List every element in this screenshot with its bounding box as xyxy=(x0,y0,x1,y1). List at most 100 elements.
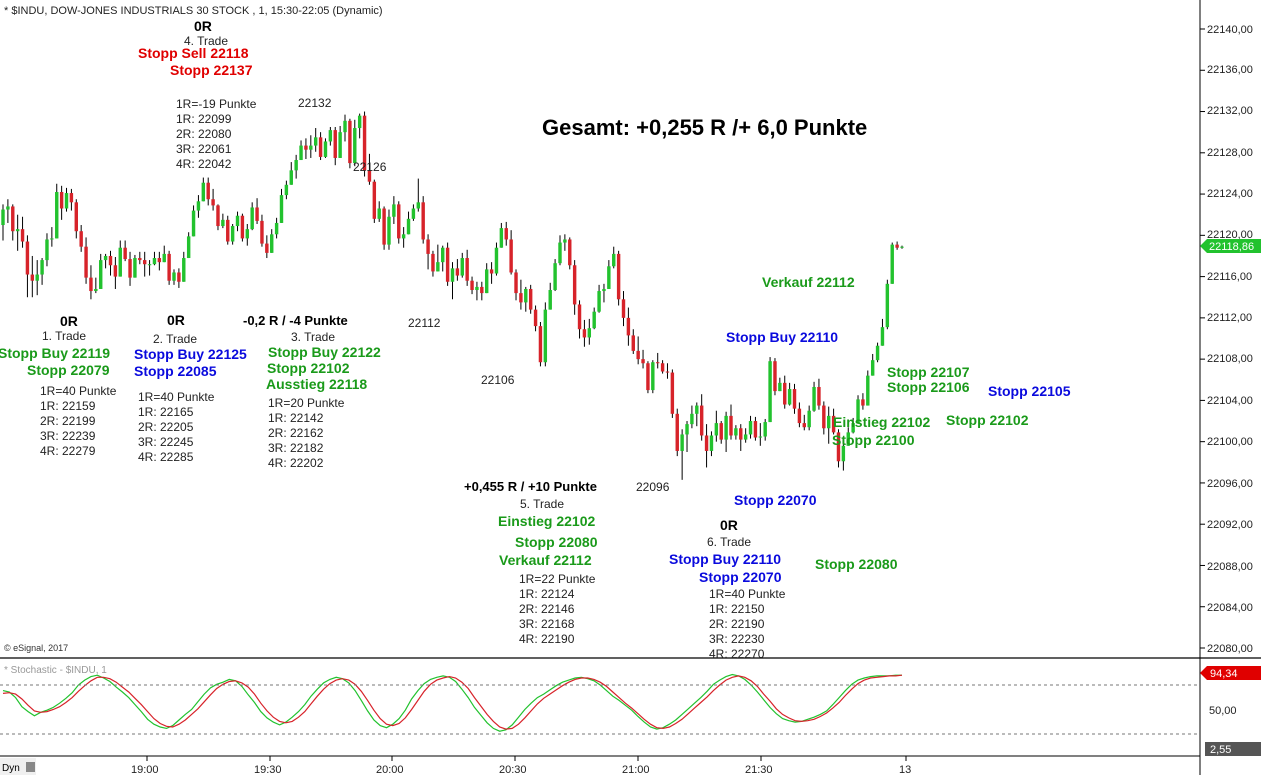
candle-body xyxy=(519,293,523,303)
verkauf-label: Verkauf 22112 xyxy=(762,274,855,290)
stop-label: Stopp 22137 xyxy=(170,62,253,78)
candle xyxy=(631,329,635,354)
candle xyxy=(758,423,763,446)
candle xyxy=(50,227,54,247)
price-label: 22100,00 xyxy=(1207,436,1253,448)
trade-row: 1R: 22150 xyxy=(709,602,765,616)
candle xyxy=(543,302,548,367)
candle-body xyxy=(856,399,860,424)
candle xyxy=(724,411,728,452)
candle xyxy=(802,414,806,431)
candle-body xyxy=(787,389,792,405)
candle xyxy=(582,319,587,347)
trade-name: 5. Trade xyxy=(520,497,564,511)
candle-body xyxy=(387,216,391,245)
candle xyxy=(568,237,572,270)
chart-title: * $INDU, DOW-JONES INDUSTRIALS 30 STOCK … xyxy=(4,5,383,17)
candle xyxy=(59,185,64,220)
time-axis: 19:00 19:30 20:00 20:30 21:00 21:30 13 xyxy=(131,764,911,776)
candle xyxy=(880,318,885,346)
candle xyxy=(875,342,880,363)
candle xyxy=(240,213,245,242)
price-mark: 22096 xyxy=(636,480,670,494)
candle-body xyxy=(284,184,289,196)
candle-body xyxy=(636,350,640,360)
candle-body xyxy=(846,432,850,446)
dyn-label: Dyn xyxy=(2,763,20,774)
candle-body xyxy=(20,229,25,242)
stop-label: Stopp 22107 xyxy=(887,364,970,380)
candle xyxy=(20,216,25,248)
candle-body xyxy=(690,413,694,425)
price-label: 22140,00 xyxy=(1207,24,1253,36)
candle-body xyxy=(64,193,69,209)
candle xyxy=(309,135,313,158)
candle xyxy=(484,263,489,294)
candle xyxy=(685,421,689,452)
candle-body xyxy=(436,262,440,272)
price-label: 22116,00 xyxy=(1207,271,1252,283)
trade-result: +0,455 R / +10 Punkte xyxy=(464,479,597,494)
stop-label: Stopp 22080 xyxy=(515,534,598,550)
candle-body xyxy=(460,258,464,276)
dyn-toggle-icon[interactable] xyxy=(26,762,35,772)
candle xyxy=(103,253,108,269)
candle xyxy=(524,286,528,312)
price-label: 22120,00 xyxy=(1207,229,1253,241)
candle xyxy=(827,406,831,444)
candle xyxy=(797,402,802,428)
candle xyxy=(734,425,738,440)
candle-body xyxy=(568,239,572,266)
candle xyxy=(841,439,846,471)
candle-body xyxy=(895,244,899,248)
candle xyxy=(318,132,323,161)
candle-body xyxy=(426,239,430,254)
candle xyxy=(763,418,767,441)
candle-body xyxy=(113,265,118,277)
candle-body xyxy=(333,130,337,158)
candle-body xyxy=(206,182,210,200)
candle xyxy=(753,416,758,441)
stop-label: Stopp 22085 xyxy=(134,363,217,379)
candle xyxy=(128,251,132,286)
candle xyxy=(460,252,464,278)
candle xyxy=(743,428,748,443)
candle xyxy=(597,284,601,313)
candle xyxy=(783,375,787,409)
candle-body xyxy=(221,219,225,227)
candle xyxy=(450,262,455,300)
candle xyxy=(230,223,235,245)
candle-body xyxy=(626,317,631,336)
candle xyxy=(55,183,59,239)
candle-body xyxy=(704,435,709,451)
candle xyxy=(99,253,103,289)
candle xyxy=(123,240,127,262)
candle xyxy=(856,395,860,424)
candle-body xyxy=(665,371,670,373)
candle-body xyxy=(147,264,152,266)
price-axis: 22140,00 22136,00 22132,00 22128,00 2212… xyxy=(1207,24,1253,655)
trade-row: 4R: 22190 xyxy=(519,632,575,646)
stoch-d-value: 2,55 xyxy=(1210,744,1231,756)
trade-row: 3R: 22230 xyxy=(709,632,765,646)
trade-row: 3R: 22245 xyxy=(138,435,194,449)
candle-body xyxy=(475,286,479,291)
candle-body xyxy=(817,386,821,406)
candle xyxy=(397,201,401,244)
candle-body xyxy=(142,260,147,265)
candle xyxy=(142,251,147,277)
candle xyxy=(191,205,196,237)
candle xyxy=(626,307,631,346)
candle-body xyxy=(357,115,362,129)
candle xyxy=(221,213,225,229)
price-label: 22108,00 xyxy=(1207,353,1253,365)
candle-body xyxy=(880,327,885,346)
candle-body xyxy=(182,258,186,282)
candle-body xyxy=(866,375,870,406)
candle-body xyxy=(255,207,259,221)
candle-body xyxy=(836,432,841,462)
candle-body xyxy=(489,269,494,274)
candle-body xyxy=(431,253,435,272)
trade-result: 0R xyxy=(60,313,78,329)
